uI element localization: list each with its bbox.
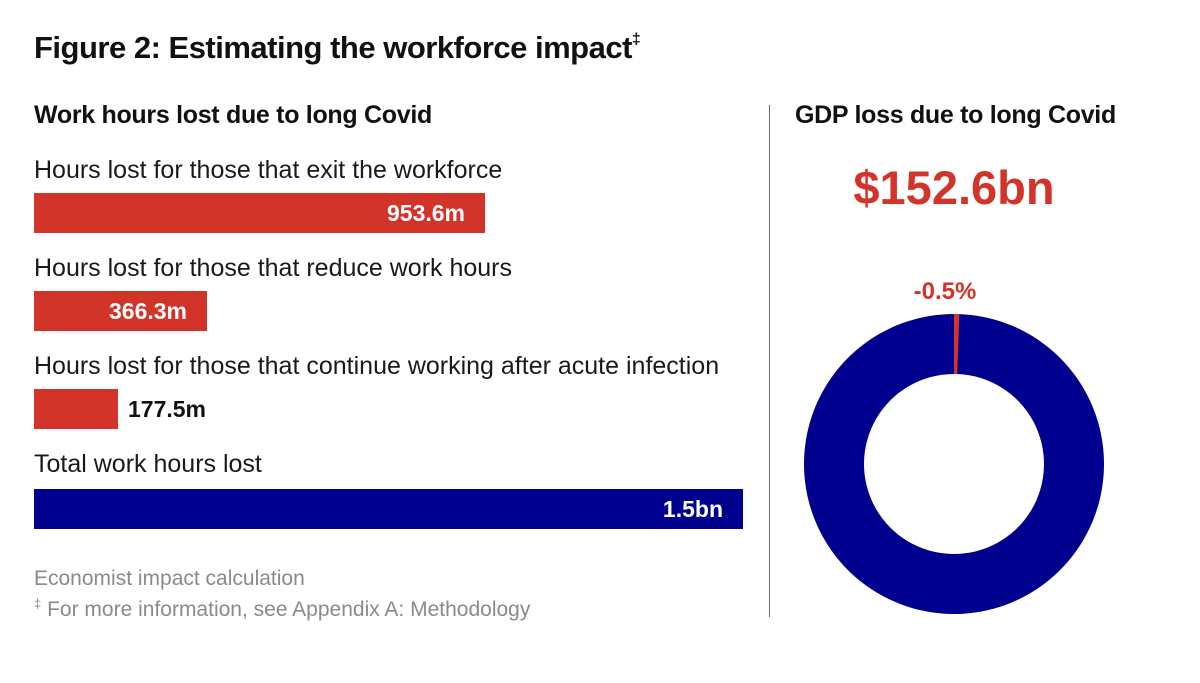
gdp-subtitle: GDP loss due to long Covid: [795, 101, 1116, 129]
donut-slice-gdp-loss: [954, 314, 960, 375]
bar-category-label: Hours lost for those that exit the workf…: [34, 156, 503, 184]
gdp-loss-value: $152.6bn: [853, 161, 1055, 214]
bar: [34, 489, 743, 529]
bar: [34, 389, 118, 429]
bar-value-label: 366.3m: [108, 298, 187, 324]
footnote: ‡ For more information, see Appendix A: …: [34, 596, 530, 622]
bar-value-label: 1.5bn: [662, 496, 723, 522]
bar-value-label: 177.5m: [128, 396, 207, 422]
chart-title-text: Figure 2: Estimating the workforce impac…: [34, 30, 632, 65]
footnote-text: For more information, see Appendix A: Me…: [47, 598, 531, 621]
panel-divider: [769, 105, 770, 617]
bar-value-label: 953.6m: [386, 200, 465, 226]
footnote-mark: ‡: [34, 596, 42, 611]
chart-title: Figure 2: Estimating the workforce impac…: [34, 30, 641, 66]
gdp-loss-percent-label: -0.5%: [913, 278, 977, 305]
donut-slice-remaining-gdp: [804, 314, 1104, 614]
bar-category-label: Hours lost for those that continue worki…: [34, 352, 720, 380]
title-footnote-mark: ‡: [631, 31, 641, 48]
hours-subtitle: Work hours lost due to long Covid: [34, 101, 432, 129]
source-note: Economist impact calculation: [34, 567, 305, 590]
bar: [34, 291, 207, 331]
bar-category-label: Total work hours lost: [34, 450, 262, 478]
gdp-donut-chart: [804, 314, 1104, 614]
bar: [34, 193, 485, 233]
bar-category-label: Hours lost for those that reduce work ho…: [34, 254, 513, 282]
